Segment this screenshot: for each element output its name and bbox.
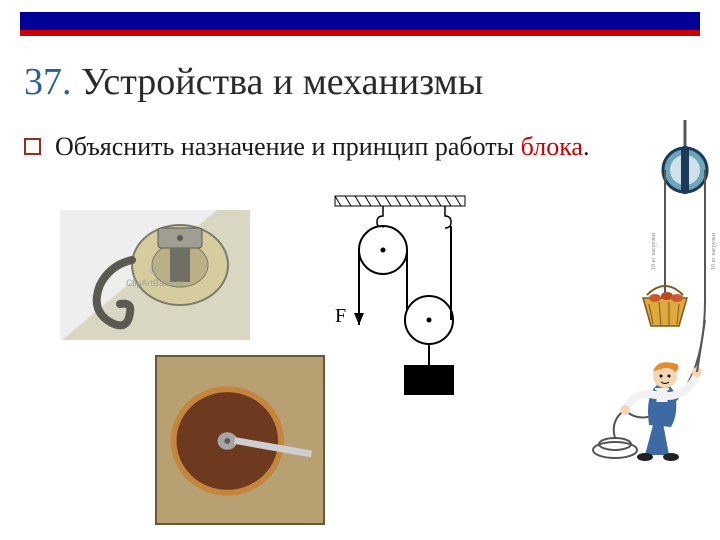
force-label: F xyxy=(335,305,346,328)
title-number: 37. xyxy=(24,61,72,103)
bullet-text: Объяснить назначение и принцип работы бл… xyxy=(55,130,589,164)
bullet-marker xyxy=(24,138,41,155)
svg-text:10 кг нагрузки: 10 кг нагрузки xyxy=(651,232,657,270)
accent-line xyxy=(20,30,700,36)
svg-text:©: © xyxy=(150,266,158,277)
figures-area: © ClipArtBank.ru xyxy=(0,200,720,540)
slide-title: 37. Устройства и механизмы xyxy=(24,60,483,106)
title-text: Устройства и механизмы xyxy=(81,61,483,103)
pulley-schematic xyxy=(295,190,515,410)
watermark-text: ClipArtBank.ru xyxy=(126,278,184,288)
person-pulley-cartoon: 10 кг нагрузки 10 кг нагрузки xyxy=(555,120,720,465)
svg-text:10 кг нагрузки: 10 кг нагрузки xyxy=(711,232,717,270)
pulley-hook-photo: © ClipArtBank.ru xyxy=(60,210,250,340)
bullet-main: Объяснить назначение и принцип работы xyxy=(55,132,521,161)
accent-bar xyxy=(20,12,700,30)
